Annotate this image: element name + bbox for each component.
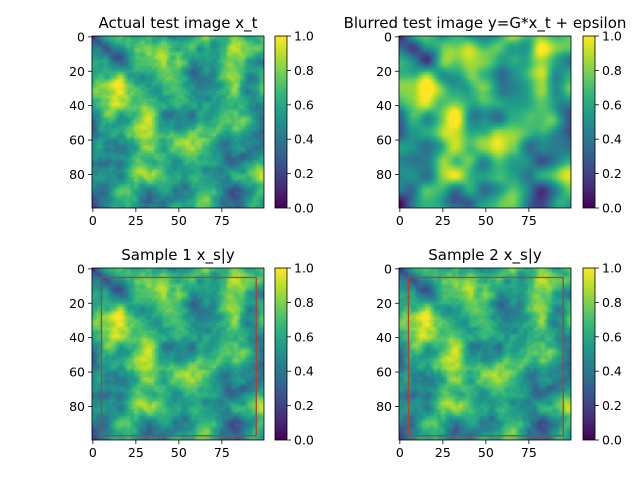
y-tick-label: 60: [376, 365, 392, 380]
colorbar-tick-label: 0.6: [294, 329, 314, 344]
colorbar-tick-label: 0.6: [602, 329, 622, 344]
colorbar-tick-label: 0.0: [294, 433, 314, 448]
x-tick-label: 25: [128, 213, 144, 228]
colorbar-tick-label: 0.4: [294, 132, 314, 147]
y-tick-label: 40: [376, 330, 392, 345]
colorbar: [582, 35, 596, 209]
x-tick-label: 75: [521, 445, 537, 460]
heatmap-image: [92, 268, 264, 440]
colorbar: [582, 267, 596, 441]
y-tick-label: 20: [69, 296, 85, 311]
x-tick-label: 50: [478, 445, 494, 460]
colorbar-tick-label: 0.6: [602, 97, 622, 112]
chart-title: Sample 2 x_s|y: [428, 246, 542, 265]
x-tick-label: 25: [128, 445, 144, 460]
chart-title: Blurred test image y=G*x_t + epsilon: [344, 14, 627, 33]
x-tick-label: 25: [435, 213, 451, 228]
crop-box: [100, 276, 257, 437]
colorbar-tick-label: 0.6: [294, 97, 314, 112]
colorbar-tick-label: 0.8: [294, 295, 314, 310]
x-tick-label: 75: [521, 213, 537, 228]
colorbar-tick-label: 1.0: [294, 261, 314, 276]
chart-title: Actual test image x_t: [98, 14, 257, 33]
colorbar: [274, 267, 288, 441]
x-tick-label: 0: [89, 445, 97, 460]
y-tick-label: 60: [69, 365, 85, 380]
heatmap-image: [399, 36, 571, 208]
y-tick-label: 0: [384, 261, 392, 276]
axes-frame: [91, 35, 265, 209]
colorbar-tick-label: 1.0: [294, 29, 314, 44]
colorbar-tick-label: 0.2: [602, 166, 622, 181]
y-tick-label: 0: [384, 29, 392, 44]
panel-sample-1: Sample 1 x_s|y 0 25 50 75 0 20 40 60 80 0.0 0.2 0.4 0…: [69, 246, 314, 460]
colorbar-tick-label: 0.4: [602, 364, 622, 379]
colorbar-tick-label: 1.0: [602, 261, 622, 276]
y-tick-label: 20: [69, 64, 85, 79]
x-tick-label: 50: [171, 213, 187, 228]
y-tick-label: 80: [69, 399, 85, 414]
y-tick-label: 80: [376, 399, 392, 414]
y-tick-label: 80: [69, 167, 85, 182]
x-tick-label: 0: [89, 213, 97, 228]
colorbar-tick-label: 0.0: [602, 201, 622, 216]
y-tick-label: 40: [69, 330, 85, 345]
y-tick-label: 40: [69, 98, 85, 113]
colorbar-tick-label: 0.8: [294, 63, 314, 78]
x-tick-label: 50: [478, 213, 494, 228]
crop-box: [407, 276, 564, 437]
x-tick-label: 25: [435, 445, 451, 460]
colorbar-tick-label: 0.0: [294, 201, 314, 216]
y-tick-label: 0: [77, 261, 85, 276]
y-tick-label: 20: [376, 296, 392, 311]
heatmap-image: [399, 268, 571, 440]
axes-frame: [398, 267, 572, 441]
colorbar-tick-label: 0.2: [602, 398, 622, 413]
x-tick-label: 50: [171, 445, 187, 460]
colorbar-tick-label: 0.4: [602, 132, 622, 147]
colorbar: [274, 35, 288, 209]
axes-frame: [398, 35, 572, 209]
colorbar-tick-label: 0.4: [294, 364, 314, 379]
panel-sample-2: Sample 2 x_s|y 0 25 50 75 0 20 40 60 80 0.0 0.2 0.4 0…: [376, 246, 622, 460]
y-tick-label: 0: [77, 29, 85, 44]
colorbar-tick-label: 0.2: [294, 166, 314, 181]
x-tick-label: 75: [214, 213, 230, 228]
colorbar-tick-label: 0.0: [602, 433, 622, 448]
colorbar-tick-label: 0.8: [602, 63, 622, 78]
colorbar-tick-label: 1.0: [602, 29, 622, 44]
axes-frame: [91, 267, 265, 441]
chart-title: Sample 1 x_s|y: [121, 246, 235, 265]
y-tick-label: 40: [376, 98, 392, 113]
y-tick-label: 80: [376, 167, 392, 182]
colorbar-tick-label: 0.2: [294, 398, 314, 413]
heatmap-image: [92, 36, 264, 208]
y-tick-label: 60: [376, 133, 392, 148]
x-tick-label: 0: [396, 445, 404, 460]
x-tick-label: 75: [214, 445, 230, 460]
x-tick-label: 0: [396, 213, 404, 228]
colorbar-tick-label: 0.8: [602, 295, 622, 310]
panel-actual: Actual test image x_t 0 25 50 75 0 20 40 60 80 0.0…: [69, 14, 314, 228]
y-tick-label: 20: [376, 64, 392, 79]
y-tick-label: 60: [69, 133, 85, 148]
